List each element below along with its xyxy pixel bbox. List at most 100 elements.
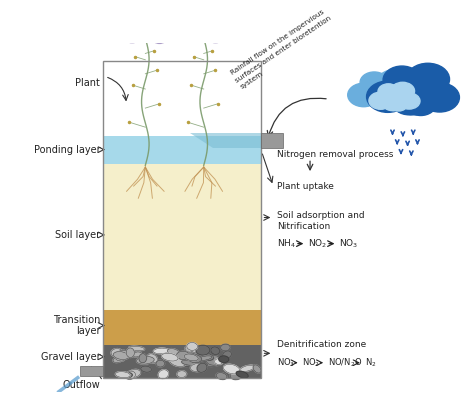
Circle shape xyxy=(348,83,380,107)
Ellipse shape xyxy=(215,359,223,364)
Circle shape xyxy=(362,77,404,108)
Circle shape xyxy=(153,33,166,43)
Ellipse shape xyxy=(156,360,164,367)
Circle shape xyxy=(143,29,159,41)
Circle shape xyxy=(385,73,442,115)
Text: Ponding layer: Ponding layer xyxy=(34,145,100,154)
Ellipse shape xyxy=(223,351,231,358)
Ellipse shape xyxy=(117,350,127,356)
Circle shape xyxy=(391,99,407,111)
Ellipse shape xyxy=(123,373,132,378)
Ellipse shape xyxy=(236,371,248,378)
Circle shape xyxy=(148,33,154,37)
Ellipse shape xyxy=(137,356,154,364)
Ellipse shape xyxy=(224,364,240,374)
Bar xyxy=(80,366,103,376)
Ellipse shape xyxy=(147,354,157,363)
Polygon shape xyxy=(190,133,261,148)
Ellipse shape xyxy=(115,372,130,378)
Circle shape xyxy=(379,88,410,110)
Bar xyxy=(103,310,261,345)
Circle shape xyxy=(185,29,202,42)
Ellipse shape xyxy=(113,352,129,360)
Ellipse shape xyxy=(253,365,261,373)
Circle shape xyxy=(124,30,141,43)
Ellipse shape xyxy=(177,358,193,367)
Text: Plant uptake: Plant uptake xyxy=(277,182,334,191)
Text: Gravel layer: Gravel layer xyxy=(41,352,100,362)
Text: NH$_4$: NH$_4$ xyxy=(277,237,296,250)
Text: Transition
layer: Transition layer xyxy=(53,315,100,336)
Text: Outflow: Outflow xyxy=(63,380,100,389)
Ellipse shape xyxy=(219,356,229,362)
Bar xyxy=(261,133,283,148)
Ellipse shape xyxy=(207,361,223,367)
Ellipse shape xyxy=(197,364,207,372)
Circle shape xyxy=(392,90,426,115)
Text: NO$_2$: NO$_2$ xyxy=(308,237,328,250)
Circle shape xyxy=(406,63,449,95)
Ellipse shape xyxy=(169,357,186,367)
Text: Denitrification zone: Denitrification zone xyxy=(277,340,366,349)
Text: NO$_3$: NO$_3$ xyxy=(339,237,359,250)
Text: Soil layer: Soil layer xyxy=(55,230,100,240)
Circle shape xyxy=(208,31,224,43)
Ellipse shape xyxy=(111,349,122,357)
Ellipse shape xyxy=(197,356,212,361)
Ellipse shape xyxy=(207,356,221,365)
Circle shape xyxy=(391,82,415,100)
Circle shape xyxy=(369,92,392,109)
Ellipse shape xyxy=(221,344,230,351)
Bar xyxy=(103,345,261,378)
Ellipse shape xyxy=(129,346,145,351)
Ellipse shape xyxy=(230,371,243,380)
Circle shape xyxy=(199,28,214,39)
Ellipse shape xyxy=(185,345,193,352)
Ellipse shape xyxy=(162,353,178,361)
Text: Plant: Plant xyxy=(75,79,100,88)
Circle shape xyxy=(133,28,148,39)
Ellipse shape xyxy=(139,354,146,363)
Circle shape xyxy=(203,31,209,35)
Text: NO$_3$: NO$_3$ xyxy=(277,356,295,369)
Ellipse shape xyxy=(188,354,201,363)
Circle shape xyxy=(377,70,410,94)
Ellipse shape xyxy=(113,357,123,363)
Circle shape xyxy=(388,84,418,107)
Circle shape xyxy=(360,72,388,93)
Ellipse shape xyxy=(177,351,190,360)
Bar xyxy=(103,61,261,378)
Text: NO/N$_2$O: NO/N$_2$O xyxy=(328,356,362,369)
Ellipse shape xyxy=(199,352,213,360)
Circle shape xyxy=(367,90,392,108)
Ellipse shape xyxy=(168,349,180,356)
Circle shape xyxy=(213,35,219,39)
Circle shape xyxy=(383,97,401,110)
Ellipse shape xyxy=(184,354,198,361)
Ellipse shape xyxy=(158,370,168,379)
Ellipse shape xyxy=(175,355,189,360)
Ellipse shape xyxy=(191,364,205,372)
Circle shape xyxy=(191,33,196,38)
Circle shape xyxy=(366,81,409,112)
Ellipse shape xyxy=(211,347,219,354)
Ellipse shape xyxy=(154,348,169,354)
Ellipse shape xyxy=(129,369,140,377)
Ellipse shape xyxy=(116,357,125,361)
Circle shape xyxy=(406,93,436,116)
Circle shape xyxy=(383,66,421,94)
Text: NO$_2$: NO$_2$ xyxy=(302,356,320,369)
Circle shape xyxy=(157,37,162,40)
Bar xyxy=(103,136,261,163)
Ellipse shape xyxy=(190,349,207,354)
Circle shape xyxy=(378,84,399,99)
Text: Rainfall flow on the impervious
surfaces and enter bioretention
system: Rainfall flow on the impervious surfaces… xyxy=(230,7,337,90)
Ellipse shape xyxy=(240,365,255,371)
Circle shape xyxy=(398,93,420,109)
Ellipse shape xyxy=(141,366,151,372)
Ellipse shape xyxy=(182,360,196,365)
Text: N$_2$: N$_2$ xyxy=(365,356,376,369)
Text: Nitrogen removal process: Nitrogen removal process xyxy=(277,151,393,159)
Circle shape xyxy=(420,83,459,112)
Bar xyxy=(103,163,261,310)
